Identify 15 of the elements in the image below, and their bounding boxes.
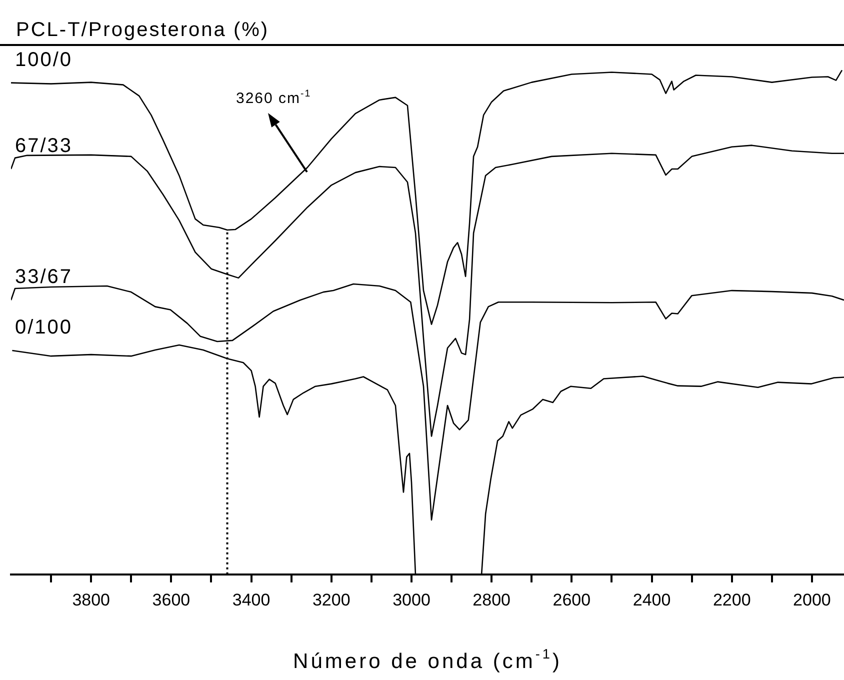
x-tick-label: 2200 xyxy=(712,590,751,610)
series-label: 0/100 xyxy=(15,316,73,339)
series-label: 67/33 xyxy=(15,135,73,158)
x-tick-label: 2400 xyxy=(632,590,671,610)
x-tick-label: 2000 xyxy=(793,590,831,610)
chart-title: PCL-T/Progesterona (%) xyxy=(16,19,270,41)
x-tick-label: 3800 xyxy=(72,590,110,610)
x-tick-label: 2800 xyxy=(472,590,510,610)
x-tick-label: 3000 xyxy=(392,590,430,610)
x-tick-label: 3200 xyxy=(312,590,350,610)
series-label: 100/0 xyxy=(15,48,73,71)
x-tick-label: 3400 xyxy=(232,590,270,610)
x-tick-label: 2600 xyxy=(552,590,591,610)
x-tick-label: 3600 xyxy=(152,590,190,610)
series-label: 33/67 xyxy=(15,266,73,288)
